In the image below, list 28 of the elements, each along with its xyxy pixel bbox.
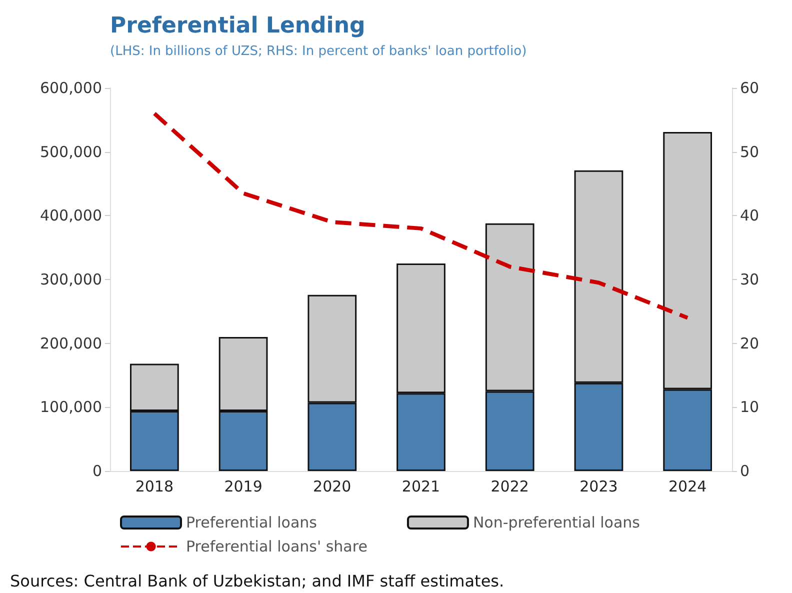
x-tick-label: 2024 xyxy=(668,478,707,496)
y2-tick-label: 50 xyxy=(740,142,760,161)
y-tick-label: 100,000 xyxy=(40,398,102,416)
legend-label: Non-preferential loans xyxy=(472,514,640,532)
y-tick-label: 300,000 xyxy=(40,270,102,288)
y2-tick-label: 60 xyxy=(740,79,760,97)
y-tick-label: 200,000 xyxy=(40,334,102,352)
y2-tick-label: 30 xyxy=(740,270,760,288)
line-series xyxy=(152,112,690,320)
y-tick-label: 400,000 xyxy=(40,206,102,225)
source-note: Sources: Central Bank of Uzbekistan; and IMF staff estimates. xyxy=(10,572,504,590)
x-tick-label: 2022 xyxy=(490,478,529,496)
legend-label: Preferential loans' share xyxy=(186,538,368,556)
chart-subtitle: (LHS: In billions of UZS; RHS: In percent of banks' loan portfolio) xyxy=(110,44,527,59)
x-tick-label: 2023 xyxy=(580,478,618,496)
x-tick-label: 2018 xyxy=(135,478,174,496)
x-tick-label: 2020 xyxy=(313,478,352,496)
y2-tick-label: 20 xyxy=(740,334,760,352)
y2-tick-label: 0 xyxy=(740,462,750,480)
legend-label: Preferential loans xyxy=(186,514,318,532)
y2-tick-label: 10 xyxy=(740,398,760,416)
y-tick-label: 500,000 xyxy=(40,142,102,161)
y2-tick-label: 40 xyxy=(740,206,760,225)
chart-title: Preferential Lending xyxy=(110,14,366,38)
x-tick-label: 2021 xyxy=(402,478,440,496)
y-tick-label: 0 xyxy=(92,462,102,480)
x-tick-label: 2019 xyxy=(224,478,262,496)
y-tick-label: 600,000 xyxy=(40,79,102,97)
